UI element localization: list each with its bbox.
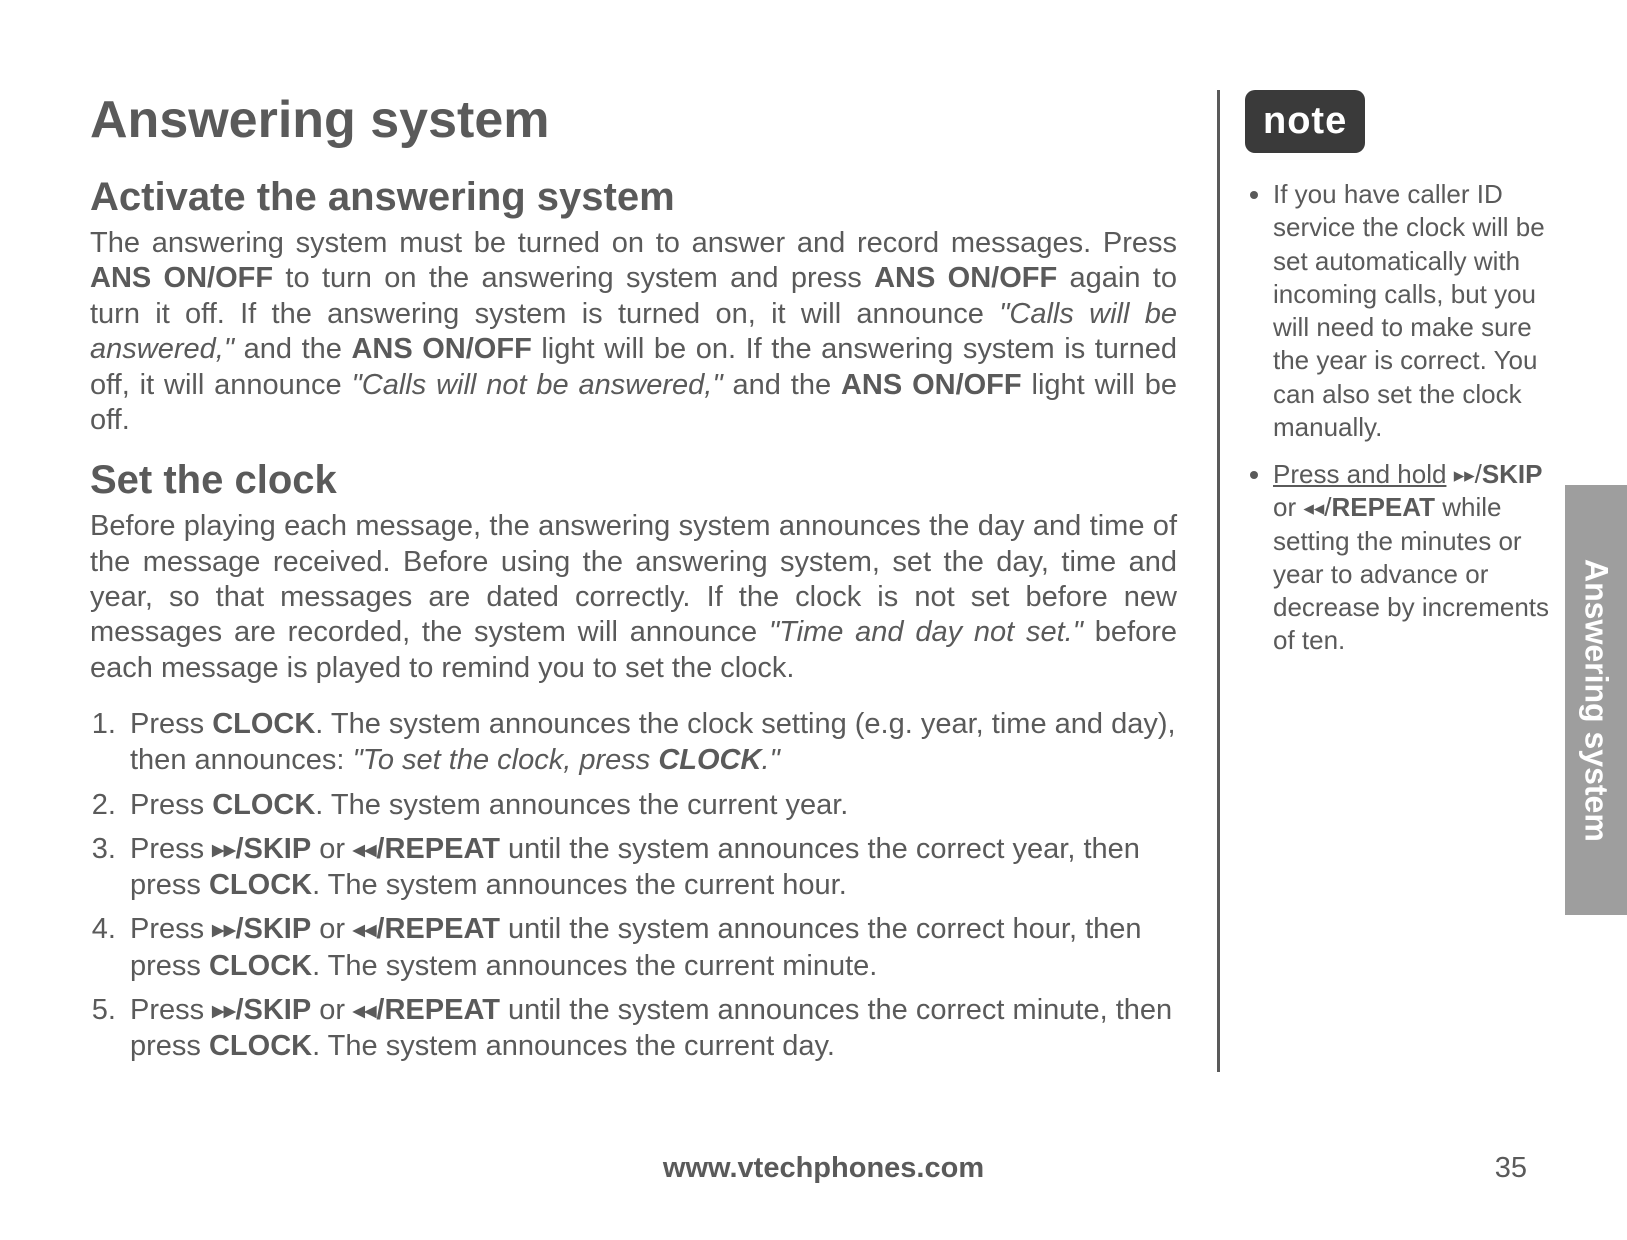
text: REPEAT — [384, 913, 499, 945]
skip-icon: ▸▸ — [212, 835, 235, 864]
activate-paragraph: The answering system must be turned on t… — [90, 226, 1177, 438]
button-label-ans: ANS ON/OFF — [841, 369, 1022, 401]
skip-icon: ▸▸ — [212, 996, 235, 1025]
repeat-icon: ◂◂ — [353, 915, 376, 944]
text: or — [1273, 492, 1303, 522]
button-label-ans: ANS ON/OFF — [351, 333, 531, 365]
clock-paragraph: Before playing each message, the answeri… — [90, 509, 1177, 686]
button-label-clock: CLOCK — [212, 789, 315, 821]
button-label-ans: ANS ON/OFF — [874, 262, 1057, 294]
text: SKIP — [1482, 459, 1543, 489]
step-1: Press CLOCK. The system announces the cl… — [124, 706, 1177, 779]
text: REPEAT — [384, 994, 499, 1026]
text: or — [311, 833, 353, 865]
text: and the — [234, 333, 351, 365]
text: Press — [130, 913, 212, 945]
sidebar: note If you have caller ID service the c… — [1217, 90, 1557, 1072]
button-label-clock: CLOCK — [209, 1030, 312, 1062]
skip-icon: ▸▸ — [212, 915, 235, 944]
text: . The system announces the current day. — [312, 1030, 835, 1062]
note-list: If you have caller ID service the clock … — [1245, 178, 1557, 658]
section-heading-clock: Set the clock — [90, 458, 1177, 503]
footer-url: www.vtechphones.com — [90, 1152, 1557, 1185]
skip-button-label: ▸▸/SKIP — [1454, 459, 1543, 489]
text: The answering system must be turned on t… — [90, 227, 1177, 259]
side-tab: Answering system — [1565, 485, 1627, 915]
text: ." — [761, 744, 779, 776]
note-item-1: If you have caller ID service the clock … — [1273, 178, 1557, 444]
repeat-button-label: ◂◂/REPEAT — [1303, 492, 1435, 522]
text: or — [311, 913, 353, 945]
text: Press — [130, 833, 212, 865]
text: / — [1475, 459, 1482, 489]
text: Press — [130, 789, 212, 821]
text: "To set the clock, press — [353, 744, 659, 776]
content-columns: Answering system Activate the answering … — [90, 90, 1557, 1072]
text: to turn on the answering system and pres… — [273, 262, 874, 294]
skip-icon: ▸▸ — [1454, 463, 1475, 490]
skip-button-label: ▸▸/SKIP — [212, 994, 311, 1026]
steps-list: Press CLOCK. The system announces the cl… — [90, 706, 1177, 1064]
button-label-clock: CLOCK — [209, 869, 312, 901]
side-tab-label: Answering system — [1578, 559, 1615, 842]
text: Press — [130, 708, 212, 740]
button-label-clock: CLOCK — [209, 950, 312, 982]
text: REPEAT — [384, 833, 499, 865]
skip-button-label: ▸▸/SKIP — [212, 833, 311, 865]
button-label-ans: ANS ON/OFF — [90, 262, 273, 294]
button-label-clock: CLOCK — [212, 708, 315, 740]
text: and the — [723, 369, 841, 401]
step-5: Press ▸▸/SKIP or ◂◂/REPEAT until the sys… — [124, 992, 1177, 1065]
text: Press — [130, 994, 212, 1026]
text: /SKIP — [235, 913, 311, 945]
page-number: 35 — [1495, 1152, 1527, 1185]
page-title: Answering system — [90, 90, 1177, 150]
announcement-text: "Calls will not be answered," — [351, 369, 722, 401]
text: /SKIP — [235, 994, 311, 1026]
step-2: Press CLOCK. The system announces the cu… — [124, 787, 1177, 823]
announcement-text: "Time and day not set." — [769, 616, 1083, 648]
text: . The system announces the current minut… — [312, 950, 877, 982]
note-item-2: Press and hold ▸▸/SKIP or ◂◂/REPEAT whil… — [1273, 458, 1557, 658]
text: . The system announces the current year. — [315, 789, 848, 821]
repeat-icon: ◂◂ — [353, 996, 376, 1025]
text-underline: Press and hold — [1273, 459, 1446, 489]
announcement-text: "To set the clock, press CLOCK." — [353, 744, 780, 776]
repeat-button-label: ◂◂/REPEAT — [353, 913, 500, 945]
section-heading-activate: Activate the answering system — [90, 175, 1177, 220]
note-tag: note — [1245, 90, 1365, 153]
text: REPEAT — [1331, 492, 1435, 522]
button-label-clock: CLOCK — [658, 744, 761, 776]
repeat-button-label: ◂◂/REPEAT — [353, 994, 500, 1026]
skip-button-label: ▸▸/SKIP — [212, 913, 311, 945]
step-4: Press ▸▸/SKIP or ◂◂/REPEAT until the sys… — [124, 911, 1177, 984]
repeat-button-label: ◂◂/REPEAT — [353, 833, 500, 865]
main-column: Answering system Activate the answering … — [90, 90, 1177, 1072]
text: /SKIP — [235, 833, 311, 865]
repeat-icon: ◂◂ — [1303, 496, 1324, 523]
text: . The system announces the current hour. — [312, 869, 847, 901]
page: Answering system Activate the answering … — [0, 0, 1627, 1240]
repeat-icon: ◂◂ — [353, 835, 376, 864]
text: or — [311, 994, 353, 1026]
step-3: Press ▸▸/SKIP or ◂◂/REPEAT until the sys… — [124, 831, 1177, 904]
